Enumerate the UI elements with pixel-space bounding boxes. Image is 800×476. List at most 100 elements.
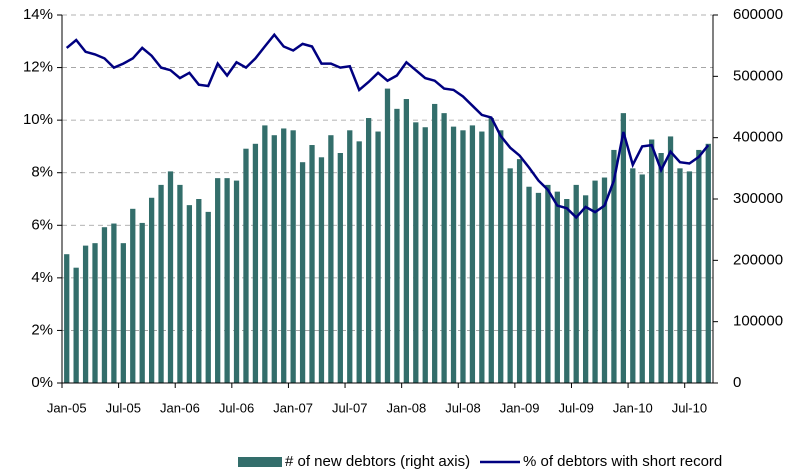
bar [271,135,277,383]
legend-swatch [238,457,282,467]
bar [356,141,362,383]
bar [450,126,457,384]
bar [667,136,674,383]
bar [365,118,372,383]
x-tick-label: Jul-06 [219,400,254,415]
y-tick-label: 12% [23,59,53,76]
bar [328,135,334,383]
bar [148,197,155,383]
bar [441,113,447,383]
bar [92,243,98,383]
y2-tick-label: 0 [733,374,741,391]
bar [696,149,702,383]
y2-tick-label: 100000 [733,313,783,330]
bar [516,159,523,383]
bar [488,118,494,383]
x-tick-label: Jul-10 [672,400,707,415]
bar [432,103,438,383]
bar [347,130,353,383]
y-tick-label: 14% [23,6,53,23]
bar [130,208,136,383]
bar [592,180,598,383]
bar [73,267,79,383]
x-tick-label: Jan-10 [613,400,653,415]
bar [526,186,532,383]
bar [611,149,617,383]
bar [177,184,183,383]
bar [403,99,410,383]
x-tick-label: Jan-05 [47,400,87,415]
bar [281,128,287,383]
bar [299,162,306,383]
x-tick-label: Jul-09 [558,400,593,415]
bar [337,153,343,383]
bar [205,211,211,383]
bar [120,243,126,383]
x-tick-label: Jul-08 [445,400,480,415]
bar [215,178,221,383]
bar [64,254,70,383]
bar [318,157,325,383]
bar [82,245,89,383]
bar [469,125,476,384]
x-tick-label: Jan-06 [160,400,200,415]
bar [309,145,315,383]
bar [111,223,117,383]
y-tick-label: 10% [23,111,53,128]
bar [158,184,164,383]
bar [233,180,240,383]
bar [422,127,428,384]
bar [186,205,193,383]
bar [167,171,174,383]
bar [639,174,645,383]
bar [498,130,504,383]
bar [262,125,268,384]
x-tick-label: Jan-08 [386,400,426,415]
bar [460,130,466,383]
y-tick-label: 0% [31,374,53,391]
bar [394,108,400,383]
bar [224,178,230,383]
y-tick-label: 4% [31,269,53,286]
legend-label: % of debtors with short record [523,453,722,470]
x-tick-label: Jan-09 [500,400,540,415]
bar [507,168,513,383]
y2-tick-label: 500000 [733,67,783,84]
bar [384,88,391,383]
bar [564,199,570,383]
bar [479,131,485,383]
x-tick-label: Jul-07 [332,400,367,415]
x-tick-label: Jul-05 [106,400,141,415]
x-tick-label: Jan-07 [273,400,313,415]
bar [620,113,627,383]
y2-tick-label: 600000 [733,6,783,23]
bar [139,222,145,383]
y-tick-label: 6% [31,216,53,233]
bar [705,143,711,383]
bar [375,131,381,383]
y2-tick-label: 200000 [733,251,783,268]
bar [630,168,636,383]
bar [196,199,202,383]
bar [101,227,108,383]
bar [582,195,589,383]
bar [243,148,249,383]
legend-label: # of new debtors (right axis) [285,453,470,470]
bar [554,191,560,383]
y-tick-label: 8% [31,164,53,181]
y-tick-label: 2% [31,321,53,338]
line [65,32,710,220]
bar [252,143,259,383]
y2-tick-label: 300000 [733,190,783,207]
bar [545,184,551,383]
bar [658,153,664,383]
y2-tick-label: 400000 [733,129,783,146]
bar [649,139,655,383]
bar [413,122,419,383]
bar [686,171,693,383]
bar [535,192,542,383]
bar [573,184,579,383]
bar [290,130,296,383]
bar [601,177,608,383]
